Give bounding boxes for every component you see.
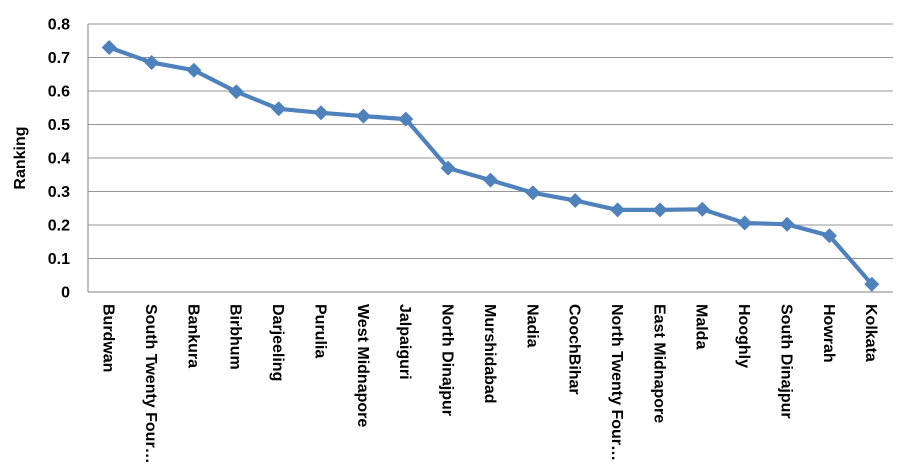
series-line [107,45,874,287]
data-point-marker [483,172,498,188]
x-category-label: North Dinajpur [439,304,456,416]
ranking-data-series [101,40,880,292]
x-category-label: Malda [693,304,710,349]
x-axis-category-labels: Burdwan South Twenty Four… Bankura Birbhum D… [100,304,880,464]
data-point-marker [694,201,710,217]
y-tick-label: 0.3 [48,184,70,201]
y-axis-title: Ranking [12,126,29,189]
data-point-marker [186,62,202,78]
data-point-marker [355,108,371,124]
data-point-marker [101,40,117,55]
axes [87,24,893,293]
gridlines [88,23,893,259]
x-category-label: Darjeeling [269,304,286,381]
y-tick-label: 0.4 [48,151,70,168]
x-category-label: Howrah [820,304,837,363]
x-category-label: South Dinajpur [778,304,795,419]
x-category-label: Bankura [184,304,201,368]
x-category-label: Purulia [311,304,328,358]
y-tick-label: 0.5 [48,117,70,134]
x-category-label: Burdwan [100,304,117,372]
data-point-marker [864,276,880,292]
data-point-marker [440,160,456,176]
y-tick-label: 0.7 [48,50,70,67]
data-point-marker [228,84,244,100]
x-category-label: East Midnapore [650,304,667,423]
y-tick-label: 0.2 [48,218,70,235]
x-category-label: North Twenty Four… [608,304,625,461]
y-tick-label: 0.8 [48,17,70,34]
x-category-label: Nadia [523,304,540,348]
y-tick-label: 0 [61,285,70,302]
data-point-marker [652,202,668,218]
x-category-label: Murshidabad [481,304,498,404]
data-point-marker [610,202,626,218]
x-category-label: West Midnapore [354,304,371,427]
data-point-marker [525,185,541,201]
data-point-marker [821,228,837,244]
data-point-marker [144,55,160,70]
y-tick-label: 0.6 [48,84,70,101]
data-point-marker [737,215,753,231]
x-category-label: Hooghly [735,304,752,368]
x-category-label: Birbhum [227,304,244,370]
x-category-label: CoochBihar [566,304,583,395]
data-point-marker [271,101,287,117]
data-point-marker [398,111,414,127]
data-point-marker [313,105,329,121]
x-category-label: Kolkata [862,304,879,362]
y-tick-label: 0.1 [48,251,70,268]
y-axis-tick-labels: 0 0.1 0.2 0.3 0.4 0.5 0.6 0.7 0.8 [48,17,70,302]
data-point-marker [567,193,583,208]
data-point-marker [779,216,795,232]
x-category-label: South Twenty Four… [142,304,159,464]
x-category-label: Jalpaiguri [396,304,413,380]
